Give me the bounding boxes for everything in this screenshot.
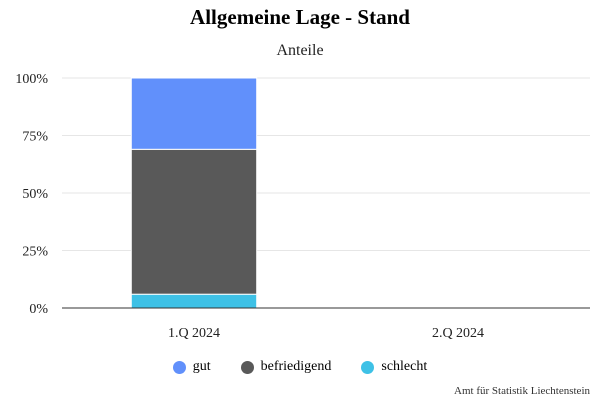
legend-item-befriedigend[interactable]: befriedigend [240,359,332,375]
legend-swatch [240,360,254,374]
chart-title: Allgemeine Lage - Stand [190,5,410,29]
legend-item-schlecht[interactable]: schlecht [361,359,427,375]
y-tick-label: 0% [29,302,48,317]
legend-swatch [361,360,375,374]
y-tick-label: 50% [22,187,48,202]
y-tick-label: 75% [22,130,48,145]
chart-subtitle: Anteile [276,42,324,59]
legend-label: gut [192,359,211,374]
bar-segment-schlecht [130,293,258,309]
bar-segment-gut [130,77,258,150]
x-tick-label: 1.Q 2024 [168,326,220,341]
y-tick-label: 100% [15,72,48,87]
source-credit: Amt für Statistik Liechtenstein [454,385,590,397]
chart-legend: gut befriedigend schlecht [0,359,600,375]
y-tick-label: 25% [22,245,48,260]
legend-label: befriedigend [260,359,332,374]
legend-label: schlecht [381,359,428,374]
legend-swatch [172,360,186,374]
legend-item-gut[interactable]: gut [172,359,211,375]
bar-segment-befriedigend [130,148,258,295]
x-tick-label: 2.Q 2024 [432,326,484,341]
